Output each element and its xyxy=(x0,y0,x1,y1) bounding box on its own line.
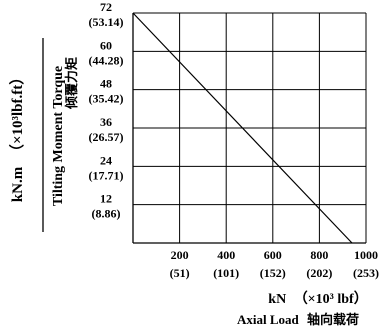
x-tick-sublabel-400: (101) xyxy=(213,266,239,280)
y-axis-unit-main: kN.m xyxy=(10,166,26,202)
y-tick-sublabel-36: (26.57) xyxy=(89,130,124,144)
y-tick-sublabel-72: (53.14) xyxy=(89,15,124,29)
grid-lines xyxy=(133,12,367,243)
y-tick-label-72: 72 xyxy=(100,0,112,14)
x-tick-label-1000: 1000 xyxy=(354,248,378,262)
y-axis-name-chinese: 倾覆力矩 xyxy=(64,57,79,110)
y-tick-label-36: 36 xyxy=(100,115,112,129)
x-axis-name: Axial Load 轴向载荷 xyxy=(237,312,359,327)
series-line-1 xyxy=(132,12,353,244)
y-tick-label-48: 48 xyxy=(100,77,112,91)
y-tick-labels: 72(53.14) 60(44.28) 48(35.42) 36(26.57) 24(1… xyxy=(89,0,124,221)
svg-text:kN.m （×10³lbf.ft）: kN.m （×10³lbf.ft） xyxy=(8,70,26,202)
y-tick-label-12: 12 xyxy=(100,192,112,206)
x-tick-labels: 200 (51) 400 (101) 600 (152) 800 (202) 1000 (253) xyxy=(170,248,379,280)
x-tick-label-800: 800 xyxy=(310,248,328,262)
x-tick-sublabel-200: (51) xyxy=(170,266,190,280)
series-lines xyxy=(132,12,353,244)
x-axis-unit-main: kN xyxy=(268,292,286,307)
x-tick-sublabel-800: (202) xyxy=(306,266,332,280)
x-tick-label-600: 600 xyxy=(264,248,282,262)
x-tick-sublabel-1000: (253) xyxy=(353,266,379,280)
x-axis-unit-title: kN （×10³ lbf） xyxy=(268,291,367,307)
x-axis-unit-alt: （×10³ lbf） xyxy=(294,291,368,307)
x-tick-sublabel-600: (152) xyxy=(260,266,286,280)
x-tick-label-400: 400 xyxy=(217,248,235,262)
x-axis-name-chinese: 轴向载荷 xyxy=(307,312,359,327)
y-axis-name-english: Tilting Moment Torque xyxy=(51,66,66,206)
x-axis-name-english: Axial Load xyxy=(237,312,300,327)
y-tick-label-60: 60 xyxy=(100,38,112,52)
y-axis-unit-alt: （×10³lbf.ft） xyxy=(8,70,26,159)
y-tick-sublabel-48: (35.42) xyxy=(89,92,124,106)
axes xyxy=(132,13,366,244)
y-axis-name-chinese-text: 倾覆力矩 xyxy=(64,57,79,110)
y-tick-sublabel-12: (8.86) xyxy=(92,207,121,221)
y-tick-sublabel-24: (17.71) xyxy=(89,168,124,182)
y-tick-label-24: 24 xyxy=(100,153,112,167)
y-axis-unit-title: kN.m （×10³lbf.ft） xyxy=(8,70,26,202)
y-tick-sublabel-60: (44.28) xyxy=(89,53,124,67)
x-tick-label-200: 200 xyxy=(171,248,189,262)
y-axis-name-english-text: Tilting Moment Torque xyxy=(51,66,66,206)
